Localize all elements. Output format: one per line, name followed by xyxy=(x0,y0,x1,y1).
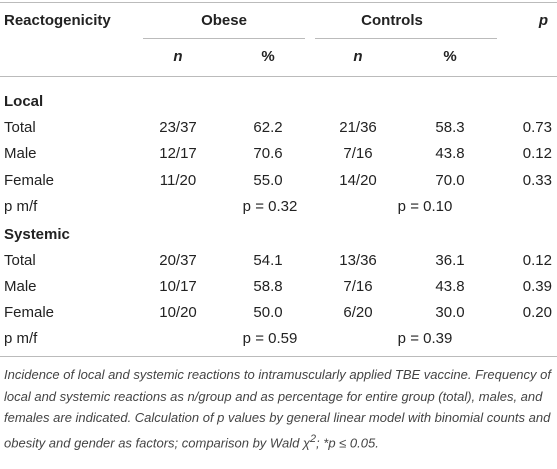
cell: p = 0.32 xyxy=(242,197,298,215)
section-title: Systemic xyxy=(4,225,70,243)
row-label: p m/f xyxy=(4,197,38,215)
column-header: Obese xyxy=(201,12,247,29)
cell: 62.2 xyxy=(253,119,283,137)
cell: 12/17 xyxy=(159,145,197,163)
subcolumn-header: % xyxy=(261,48,275,65)
cell: p = 0.39 xyxy=(397,330,453,348)
row-label: Total xyxy=(4,119,36,137)
cell: 0.33 xyxy=(522,171,552,189)
cell: 36.1 xyxy=(435,251,465,269)
cell: 0.12 xyxy=(522,145,552,163)
row-label: Total xyxy=(4,251,36,269)
cell: 58.3 xyxy=(435,119,465,137)
cell: 10/17 xyxy=(159,277,197,295)
row-label: Female xyxy=(4,171,55,189)
cell: 23/37 xyxy=(159,119,197,137)
footnote-text: ; *p ≤ 0.05. xyxy=(316,434,379,450)
column-header: Reactogenicity xyxy=(4,12,111,29)
cell: 0.12 xyxy=(522,251,552,269)
cell: 20/37 xyxy=(159,251,197,269)
column-header: p xyxy=(538,12,548,29)
column-header: Controls xyxy=(361,12,423,29)
row-label: p m/f xyxy=(4,330,38,348)
rule xyxy=(315,38,497,39)
rule xyxy=(0,2,557,3)
subcolumn-header: % xyxy=(443,48,457,65)
cell: 70.0 xyxy=(435,171,465,189)
cell: 10/20 xyxy=(159,304,197,322)
row-label: Male xyxy=(4,145,37,163)
cell: 50.0 xyxy=(253,304,283,322)
row-label: Female xyxy=(4,304,55,322)
cell: 13/36 xyxy=(339,251,377,269)
cell: 43.8 xyxy=(435,145,465,163)
cell: 58.8 xyxy=(253,277,283,295)
cell: 43.8 xyxy=(435,277,465,295)
cell: 54.1 xyxy=(253,251,283,269)
cell: 30.0 xyxy=(435,304,465,322)
cell: 0.73 xyxy=(522,119,552,137)
footnote-text: Incidence of local and systemic reaction… xyxy=(4,367,551,450)
section-title: Local xyxy=(4,93,44,110)
cell: p = 0.10 xyxy=(397,197,453,215)
cell: 7/16 xyxy=(343,145,373,163)
cell: 14/20 xyxy=(339,171,377,189)
cell: p = 0.59 xyxy=(242,330,298,348)
cell: 7/16 xyxy=(343,277,373,295)
footnote-sup: 2 xyxy=(310,432,317,445)
cell: 6/20 xyxy=(343,304,373,322)
rule xyxy=(0,76,557,77)
row-label: Male xyxy=(4,277,37,295)
cell: 11/20 xyxy=(159,171,197,189)
cell: 21/36 xyxy=(339,119,377,137)
footnote: Incidence of local and systemic reaction… xyxy=(4,364,552,453)
subcolumn-header: n xyxy=(353,48,363,65)
cell: 70.6 xyxy=(253,145,283,163)
subcolumn-header: n xyxy=(173,48,183,65)
cell: 0.20 xyxy=(522,304,552,322)
rule xyxy=(0,356,557,357)
cell: 55.0 xyxy=(253,171,283,189)
rule xyxy=(143,38,305,39)
cell: 0.39 xyxy=(522,277,552,295)
